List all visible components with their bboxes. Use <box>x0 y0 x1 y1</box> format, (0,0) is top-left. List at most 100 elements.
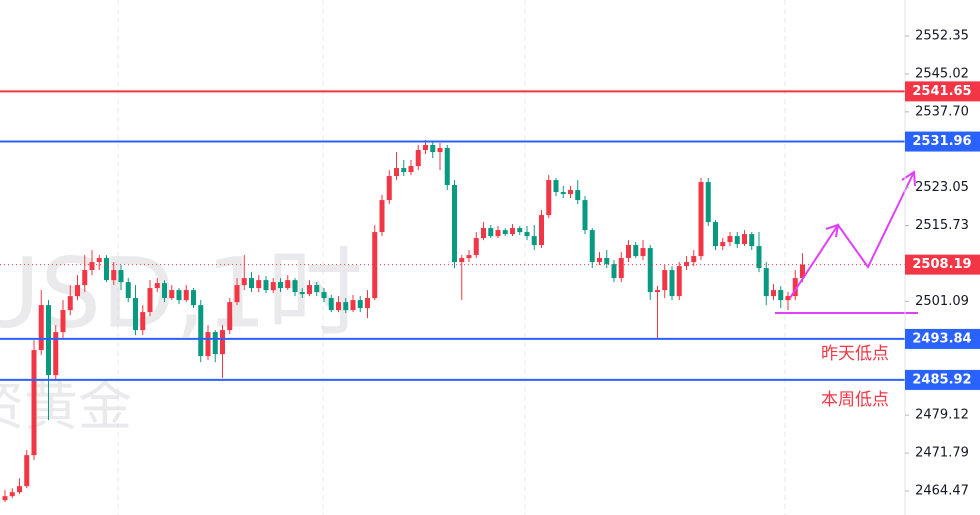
candle-body <box>140 312 146 331</box>
candle-body <box>336 302 341 311</box>
candle-body <box>321 292 327 299</box>
candle-body <box>720 242 726 247</box>
candle-body <box>357 300 363 309</box>
candle-body <box>111 270 117 281</box>
candle-body <box>524 232 530 237</box>
candle-body <box>589 230 595 263</box>
y-tick-label: 2545.02 <box>915 66 969 81</box>
y-tick-label: 2464.47 <box>915 483 969 498</box>
candle-body <box>191 290 196 306</box>
candle-body <box>408 166 414 173</box>
projection-path <box>789 171 915 299</box>
candle-body <box>662 270 668 291</box>
candle-body <box>60 310 66 333</box>
candle-body <box>379 200 385 233</box>
candle-body <box>495 230 501 237</box>
price-label-bg <box>905 254 980 275</box>
candle-body <box>9 492 15 497</box>
level-label: 2485.92 <box>912 372 971 387</box>
annotation: 昨天低点 <box>821 344 889 364</box>
y-tick-label: 2552.35 <box>915 28 969 43</box>
candle-body <box>169 290 175 299</box>
candle-body <box>473 238 479 256</box>
candle-body <box>38 305 44 351</box>
candle-body <box>17 486 22 493</box>
y-tick-label: 2523.05 <box>915 180 969 195</box>
price-label: 2508.19 <box>912 257 971 272</box>
candle-body <box>176 290 182 301</box>
candle-body <box>24 455 30 487</box>
candle-body <box>241 278 247 286</box>
candle-body <box>227 302 233 331</box>
candle-body <box>611 264 617 279</box>
candle-body <box>46 305 51 376</box>
candle-body <box>75 285 80 297</box>
candle-body <box>328 298 334 311</box>
candle-body <box>771 290 776 297</box>
candle-body <box>263 280 269 291</box>
candle-body <box>684 262 689 267</box>
y-tick-label: 2479.12 <box>915 408 969 423</box>
candle-body <box>343 302 349 311</box>
candle-body <box>705 182 711 223</box>
candle-body <box>459 258 465 263</box>
candle-body <box>423 145 428 151</box>
candle-body <box>118 270 124 283</box>
candle-body <box>285 280 291 289</box>
level-label: 2493.84 <box>912 331 971 346</box>
candle-body <box>133 298 138 331</box>
candle-body <box>452 185 457 263</box>
candle-body <box>734 236 740 245</box>
candle-body <box>568 190 573 195</box>
candle-body <box>698 182 704 257</box>
level-label: 2541.65 <box>912 84 971 99</box>
candle-body <box>691 256 697 263</box>
y-tick-label: 2515.73 <box>915 218 969 233</box>
candle-body <box>256 280 262 289</box>
level-label-bg <box>905 81 980 102</box>
candle-body <box>104 258 109 281</box>
candle-body <box>756 246 762 269</box>
candle-body <box>183 290 189 301</box>
candle-body <box>676 266 682 297</box>
candle-body <box>212 332 218 355</box>
candle-body <box>539 215 544 246</box>
candle-body <box>742 234 747 245</box>
candle-body <box>792 278 798 297</box>
candle-body <box>96 258 102 263</box>
candle-body <box>234 285 240 303</box>
candle-body <box>307 285 312 295</box>
watermark: 资黄金 <box>0 375 132 438</box>
candle-body <box>597 258 602 263</box>
candle-body <box>640 248 646 257</box>
candle-body <box>647 248 653 293</box>
candle-body <box>488 228 494 237</box>
candle-body <box>517 228 523 233</box>
candle-body <box>220 330 225 355</box>
candle-body <box>415 150 421 167</box>
candle-body <box>372 232 378 299</box>
candle-body <box>82 270 88 286</box>
candle-body <box>713 222 718 247</box>
candle-body <box>481 228 486 239</box>
candle-body <box>365 298 370 309</box>
candle-body <box>466 255 472 259</box>
candle-body <box>89 262 95 271</box>
level-label-bg <box>905 369 980 390</box>
candle-body <box>575 190 581 201</box>
candle-body <box>394 168 399 177</box>
candle-body <box>582 200 588 231</box>
arrow-head <box>901 170 916 187</box>
candle-body <box>604 258 610 265</box>
candle-body <box>278 282 283 289</box>
candle-body <box>386 176 392 201</box>
candle-body <box>531 236 537 246</box>
candle-body <box>633 245 639 257</box>
candle-body <box>510 228 515 235</box>
candle-body <box>785 296 791 301</box>
y-tick-label: 2501.09 <box>915 294 969 309</box>
candle-body <box>31 350 37 456</box>
candle-body <box>430 145 436 153</box>
